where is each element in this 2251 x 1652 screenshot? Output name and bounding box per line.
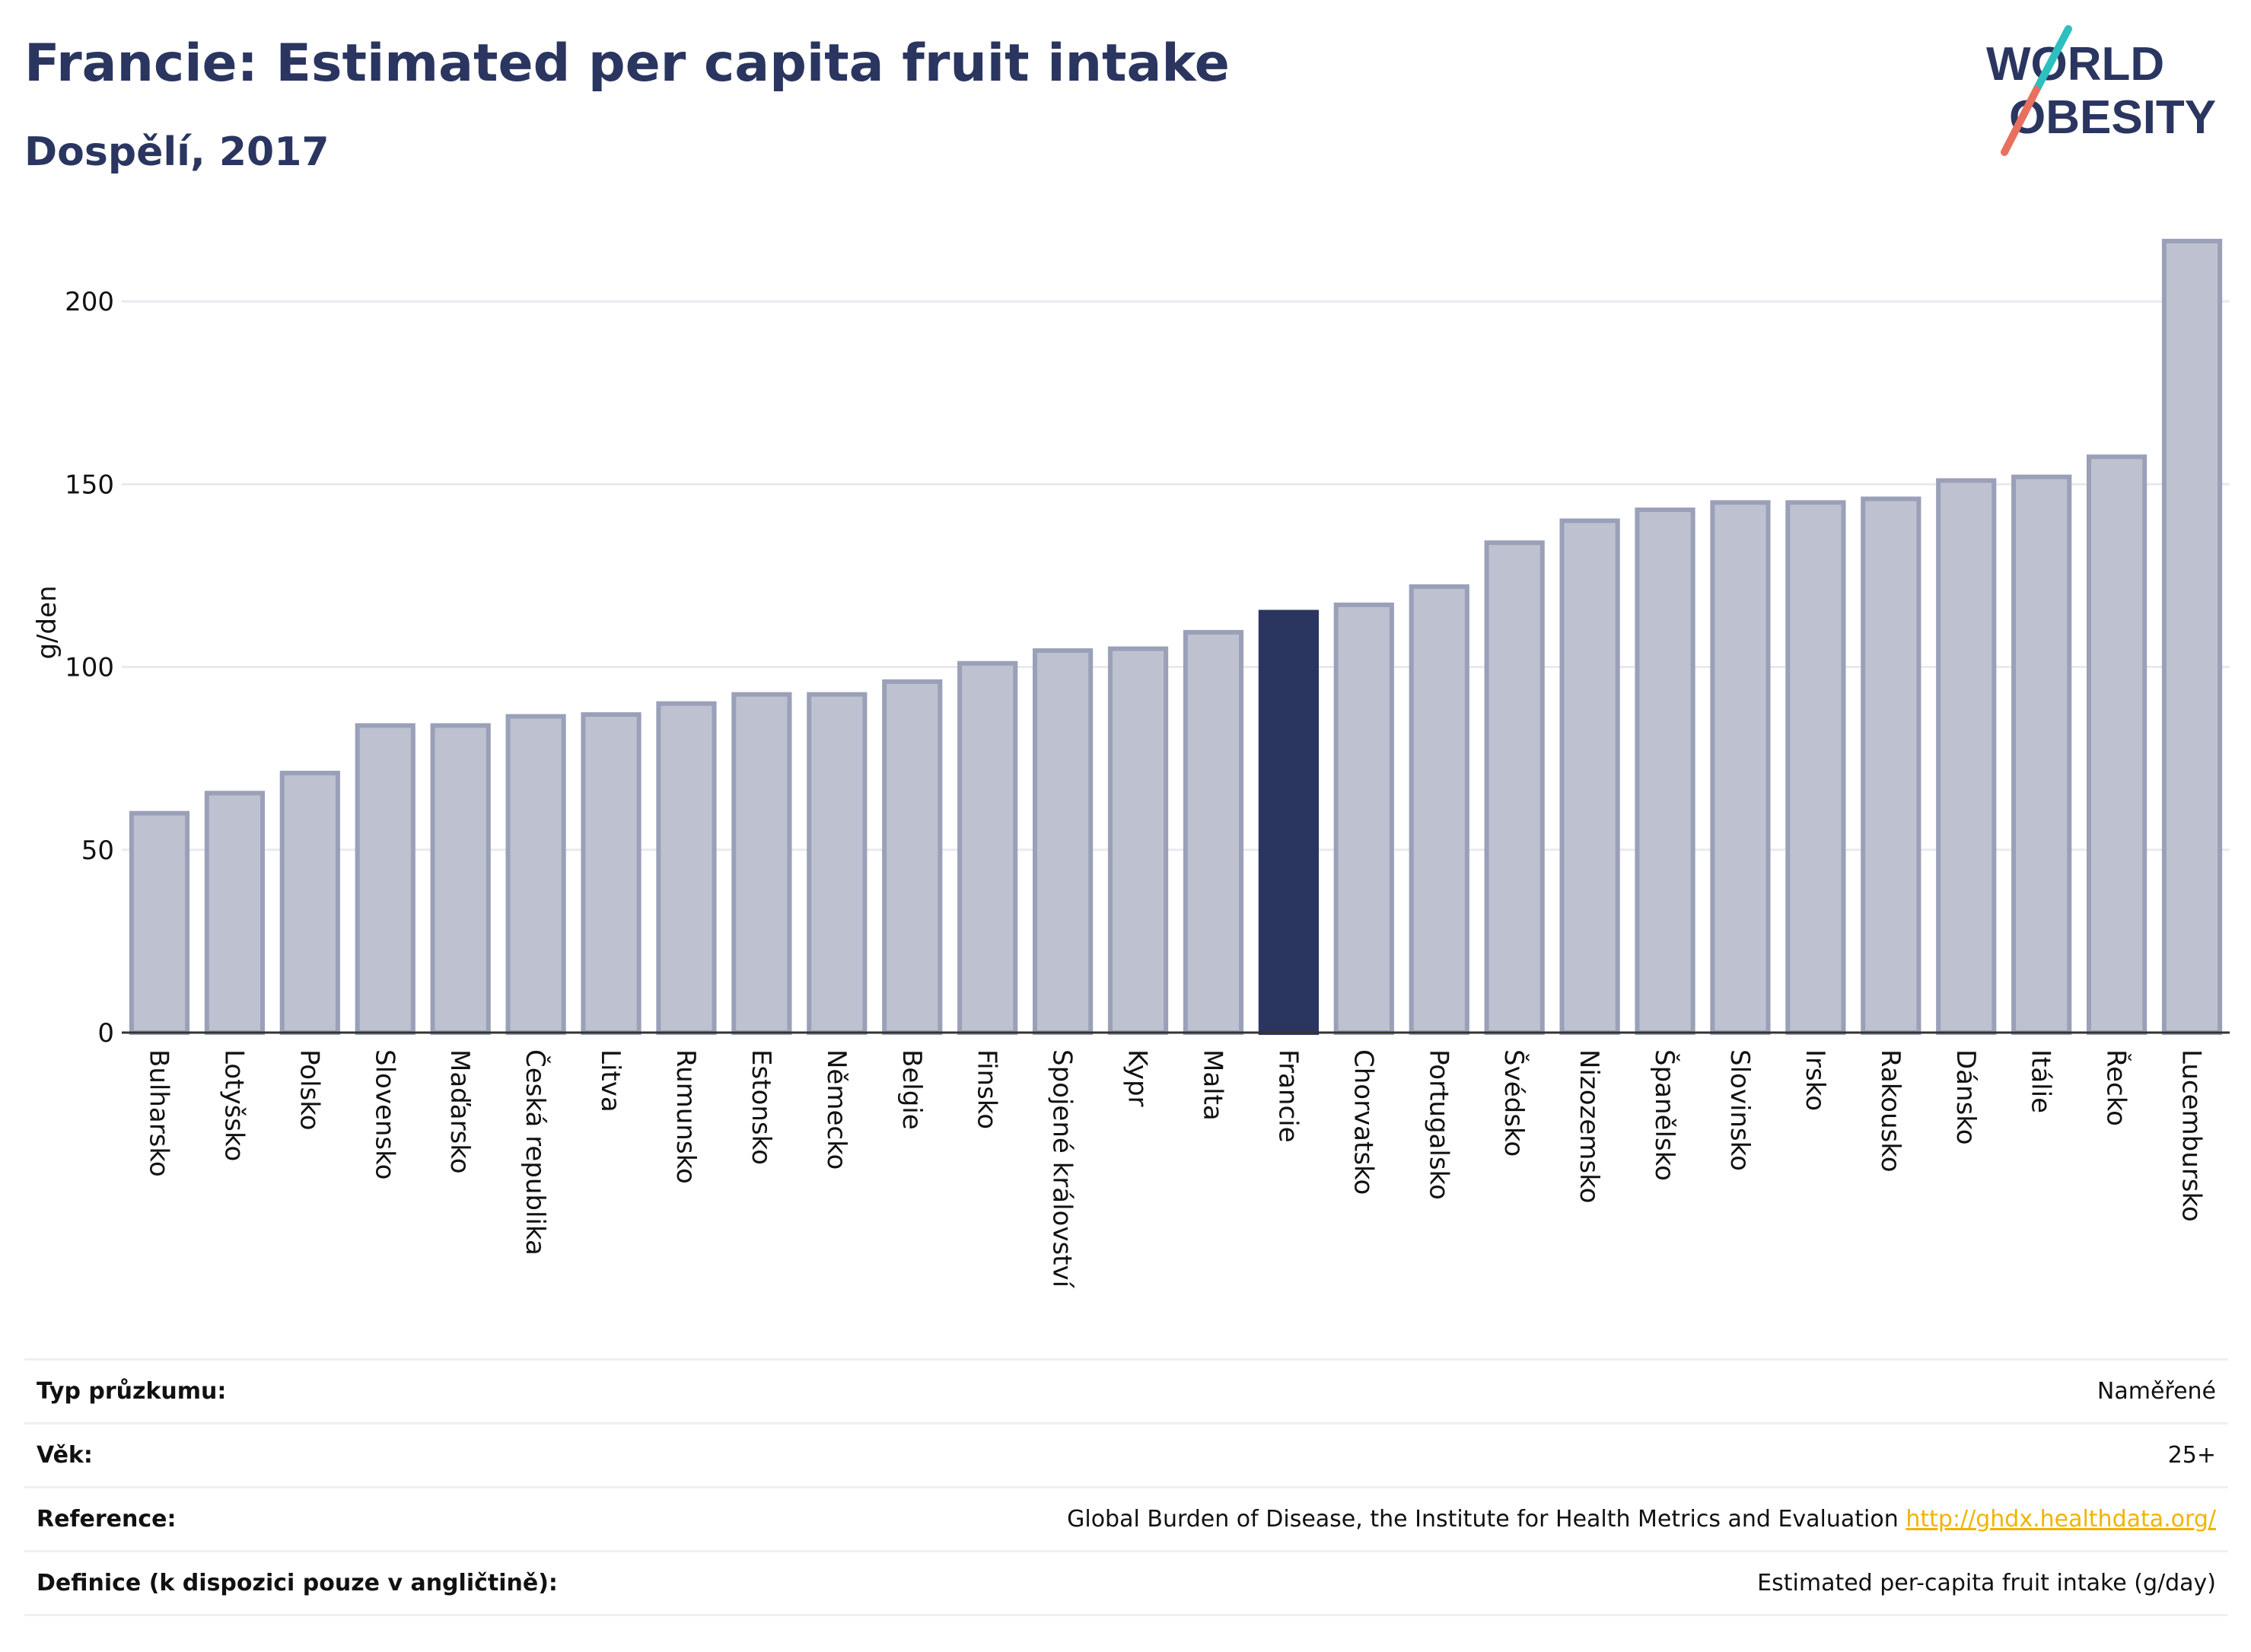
x-tick-label: Kypr [1122, 1049, 1153, 1107]
bar[interactable] [204, 791, 265, 1035]
chart-title: Francie: Estimated per capita fruit inta… [24, 33, 1230, 94]
x-tick-label: Malta [1197, 1049, 1227, 1121]
logo-slash-bottom [2001, 86, 2040, 156]
x-tick-label: Litva [595, 1049, 626, 1112]
x-tick-label: Slovensko [369, 1049, 400, 1179]
x-tick-label: Spojené království [1047, 1049, 1078, 1289]
bar[interactable] [731, 692, 792, 1035]
y-axis-label: g/den [32, 585, 62, 660]
x-tick-label: Lotyšsko [218, 1049, 249, 1161]
bar[interactable] [1183, 629, 1244, 1035]
bar[interactable] [2087, 454, 2148, 1035]
info-label: Definice (k dispozici pouze v angličtině… [24, 1550, 724, 1616]
y-tick-label: 50 [81, 836, 114, 866]
info-row: Reference: Global Burden of Disease, the … [24, 1486, 2228, 1552]
info-value: Naměřené [724, 1358, 2228, 1424]
bar[interactable] [1785, 500, 1846, 1035]
bar[interactable] [1107, 646, 1169, 1035]
x-tick-label: Lucembursko [2176, 1049, 2207, 1222]
x-tick-label: Polsko [294, 1049, 324, 1131]
bar[interactable] [505, 714, 566, 1035]
bar[interactable] [1559, 518, 1620, 1035]
bar[interactable] [129, 810, 190, 1036]
bar[interactable] [581, 712, 642, 1035]
info-table: Typ průzkumu: Naměřené Věk: 25+ Reference: Gl… [24, 1358, 2228, 1616]
bar[interactable] [279, 770, 340, 1035]
bar[interactable] [1033, 648, 1094, 1035]
x-tick-label: Rakousko [1875, 1049, 1906, 1173]
bar[interactable] [1936, 478, 1997, 1035]
x-tick-label: Německo [821, 1049, 852, 1170]
bar[interactable] [1635, 507, 1695, 1035]
y-tick-label: 200 [65, 287, 114, 317]
y-tick-label: 100 [65, 653, 114, 683]
info-row: Věk: 25+ [24, 1422, 2228, 1488]
bar-chart: 0 50 100 150 200 Bulharsko Lotyšsko Polsko Slov… [65, 238, 2230, 1289]
logo-slash-top [2033, 25, 2072, 94]
info-row: Definice (k dispozici pouze v angličtině… [24, 1550, 2228, 1616]
info-row: Typ průzkumu: Naměřené [24, 1358, 2228, 1424]
reference-link[interactable]: http://ghdx.healthdata.org/ [1906, 1506, 2216, 1533]
bar[interactable] [882, 679, 943, 1035]
y-tick-label: 150 [65, 469, 114, 500]
x-tick-label: Portugalsko [1423, 1049, 1453, 1200]
logo-word-obesity: OBESITY [2009, 91, 2216, 144]
bar[interactable] [1333, 602, 1394, 1035]
bar[interactable] [1484, 540, 1545, 1035]
x-tick-label: Itálie [2026, 1049, 2056, 1113]
world-obesity-logo: WORLD OBESITY [1986, 25, 2216, 156]
bar[interactable] [2161, 238, 2223, 1035]
bar[interactable] [1409, 584, 1469, 1035]
x-tick-label: Španělsko [1649, 1049, 1680, 1181]
x-tick-label: Irsko [1800, 1049, 1830, 1111]
y-tick-label: 0 [97, 1018, 114, 1049]
bar-highlighted[interactable] [1258, 610, 1319, 1035]
info-value: Global Burden of Disease, the Institute … [724, 1486, 2228, 1552]
x-tick-label: Dánsko [1950, 1049, 1981, 1145]
bar[interactable] [2011, 474, 2072, 1035]
x-tick-label: Řecko [2101, 1049, 2132, 1126]
info-label: Reference: [24, 1486, 724, 1552]
x-tick-label: Chorvatsko [1348, 1049, 1378, 1195]
y-tick-labels: 0 50 100 150 200 [65, 287, 114, 1049]
logo-word-world: WORLD [1986, 38, 2164, 91]
bar[interactable] [355, 723, 415, 1035]
x-tick-label: Estonsko [746, 1049, 776, 1165]
info-label: Věk: [24, 1422, 724, 1488]
x-tick-label: Česká republika [520, 1049, 551, 1256]
bar[interactable] [656, 701, 717, 1035]
bar[interactable] [957, 660, 1018, 1035]
info-label: Typ průzkumu: [24, 1358, 724, 1424]
x-tick-label: Švédsko [1498, 1049, 1530, 1157]
bar[interactable] [807, 692, 868, 1035]
info-value: 25+ [724, 1422, 2228, 1488]
bars [129, 238, 2223, 1036]
bar[interactable] [430, 723, 491, 1035]
x-tick-label: Bulharsko [143, 1049, 174, 1177]
bar[interactable] [1861, 496, 1921, 1035]
x-tick-label: Francie [1272, 1049, 1303, 1143]
x-tick-label: Slovinsko [1724, 1049, 1755, 1171]
chart-subtitle: Dospělí, 2017 [24, 129, 330, 175]
bar[interactable] [1710, 500, 1771, 1035]
x-tick-label: Maďarsko [444, 1049, 475, 1174]
x-tick-label: Finsko [972, 1049, 1002, 1129]
x-tick-label: Nizozemsko [1574, 1049, 1604, 1203]
info-value: Estimated per-capita fruit intake (g/day… [724, 1550, 2228, 1616]
x-tick-label: Belgie [896, 1049, 927, 1130]
x-tick-labels: Bulharsko Lotyšsko Polsko Slovensko Maďarsko… [143, 1049, 2206, 1289]
x-tick-label: Rumunsko [670, 1049, 701, 1184]
